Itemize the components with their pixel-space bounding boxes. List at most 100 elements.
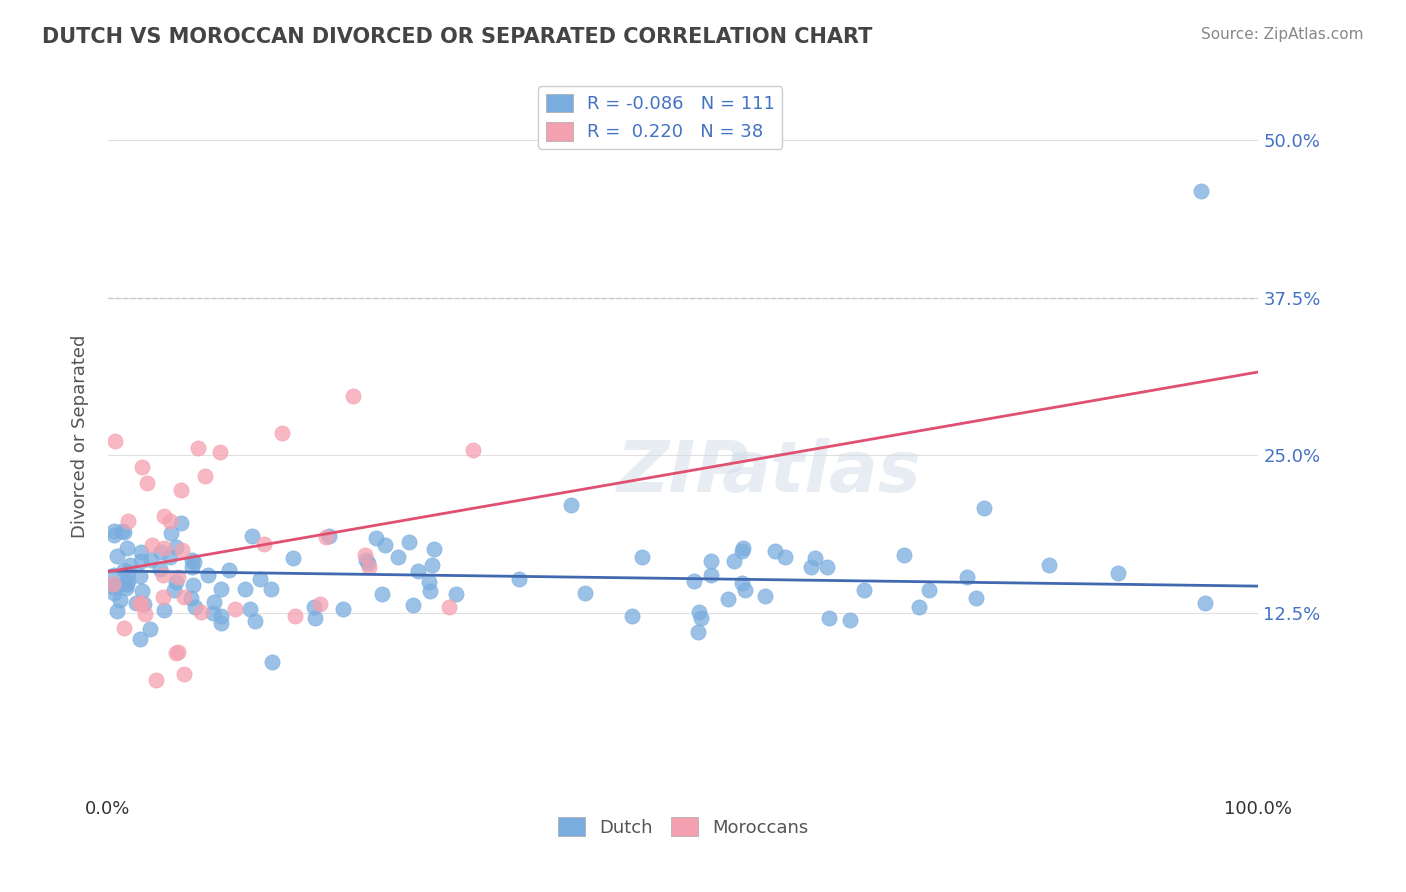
- Point: [170, 516, 193, 530]
- Point: [243, 615, 266, 629]
- Point: [224, 601, 246, 615]
- Point: [187, 441, 209, 455]
- Point: [128, 632, 150, 647]
- Point: [253, 537, 276, 551]
- Point: [209, 608, 232, 623]
- Point: [190, 605, 212, 619]
- Point: [218, 562, 240, 576]
- Point: [202, 606, 225, 620]
- Point: [165, 541, 187, 555]
- Point: [342, 388, 364, 402]
- Point: [209, 582, 232, 596]
- Point: [1038, 558, 1060, 572]
- Point: [731, 543, 754, 558]
- Point: [170, 483, 193, 497]
- Point: [184, 599, 207, 614]
- Point: [159, 514, 181, 528]
- Point: [374, 538, 396, 552]
- Point: [131, 459, 153, 474]
- Point: [418, 574, 440, 589]
- Point: [167, 570, 190, 584]
- Point: [103, 524, 125, 538]
- Point: [111, 524, 134, 538]
- Point: [387, 550, 409, 565]
- Point: [359, 559, 381, 574]
- Text: atlas: atlas: [721, 438, 921, 507]
- Point: [117, 565, 139, 579]
- Point: [159, 549, 181, 564]
- Point: [318, 529, 340, 543]
- Point: [103, 586, 125, 600]
- Point: [118, 558, 141, 572]
- Point: [700, 567, 723, 582]
- Point: [153, 603, 176, 617]
- Point: [114, 576, 136, 591]
- Point: [723, 554, 745, 568]
- Point: [181, 560, 204, 574]
- Point: [302, 599, 325, 614]
- Point: [115, 577, 138, 591]
- Point: [357, 556, 380, 570]
- Point: [354, 549, 377, 563]
- Y-axis label: Divorced or Separated: Divorced or Separated: [72, 334, 89, 538]
- Point: [115, 581, 138, 595]
- Point: [173, 666, 195, 681]
- Point: [170, 542, 193, 557]
- Point: [370, 587, 392, 601]
- Point: [731, 541, 754, 555]
- Point: [560, 498, 582, 512]
- Point: [163, 582, 186, 597]
- Point: [128, 569, 150, 583]
- Point: [419, 584, 441, 599]
- Text: Source: ZipAtlas.com: Source: ZipAtlas.com: [1201, 27, 1364, 42]
- Point: [129, 596, 152, 610]
- Point: [131, 584, 153, 599]
- Point: [763, 544, 786, 558]
- Point: [800, 560, 823, 574]
- Point: [965, 591, 987, 606]
- Point: [716, 592, 738, 607]
- Point: [117, 574, 139, 588]
- Point: [160, 525, 183, 540]
- Point: [773, 549, 796, 564]
- Point: [134, 607, 156, 621]
- Point: [152, 567, 174, 582]
- Point: [108, 593, 131, 607]
- Point: [260, 582, 283, 596]
- Point: [1107, 566, 1129, 580]
- Point: [699, 554, 721, 568]
- Point: [115, 541, 138, 555]
- Point: [1189, 184, 1212, 198]
- Point: [117, 514, 139, 528]
- Point: [238, 602, 260, 616]
- Point: [690, 611, 713, 625]
- Point: [838, 613, 860, 627]
- Point: [145, 673, 167, 687]
- Point: [131, 554, 153, 568]
- Point: [135, 475, 157, 490]
- Point: [107, 604, 129, 618]
- Point: [734, 582, 756, 597]
- Point: [141, 553, 163, 567]
- Point: [818, 611, 841, 625]
- Point: [103, 528, 125, 542]
- Point: [683, 574, 706, 588]
- Point: [439, 600, 461, 615]
- Point: [444, 587, 467, 601]
- Point: [420, 558, 443, 573]
- Point: [973, 501, 995, 516]
- Point: [271, 425, 294, 440]
- Point: [406, 564, 429, 578]
- Text: ZIP: ZIP: [617, 438, 749, 507]
- Point: [402, 599, 425, 613]
- Point: [104, 434, 127, 449]
- Point: [101, 577, 124, 591]
- Point: [688, 605, 710, 619]
- Point: [620, 609, 643, 624]
- Point: [141, 538, 163, 552]
- Point: [249, 572, 271, 586]
- Point: [364, 531, 387, 545]
- Point: [686, 625, 709, 640]
- Point: [134, 597, 156, 611]
- Point: [281, 550, 304, 565]
